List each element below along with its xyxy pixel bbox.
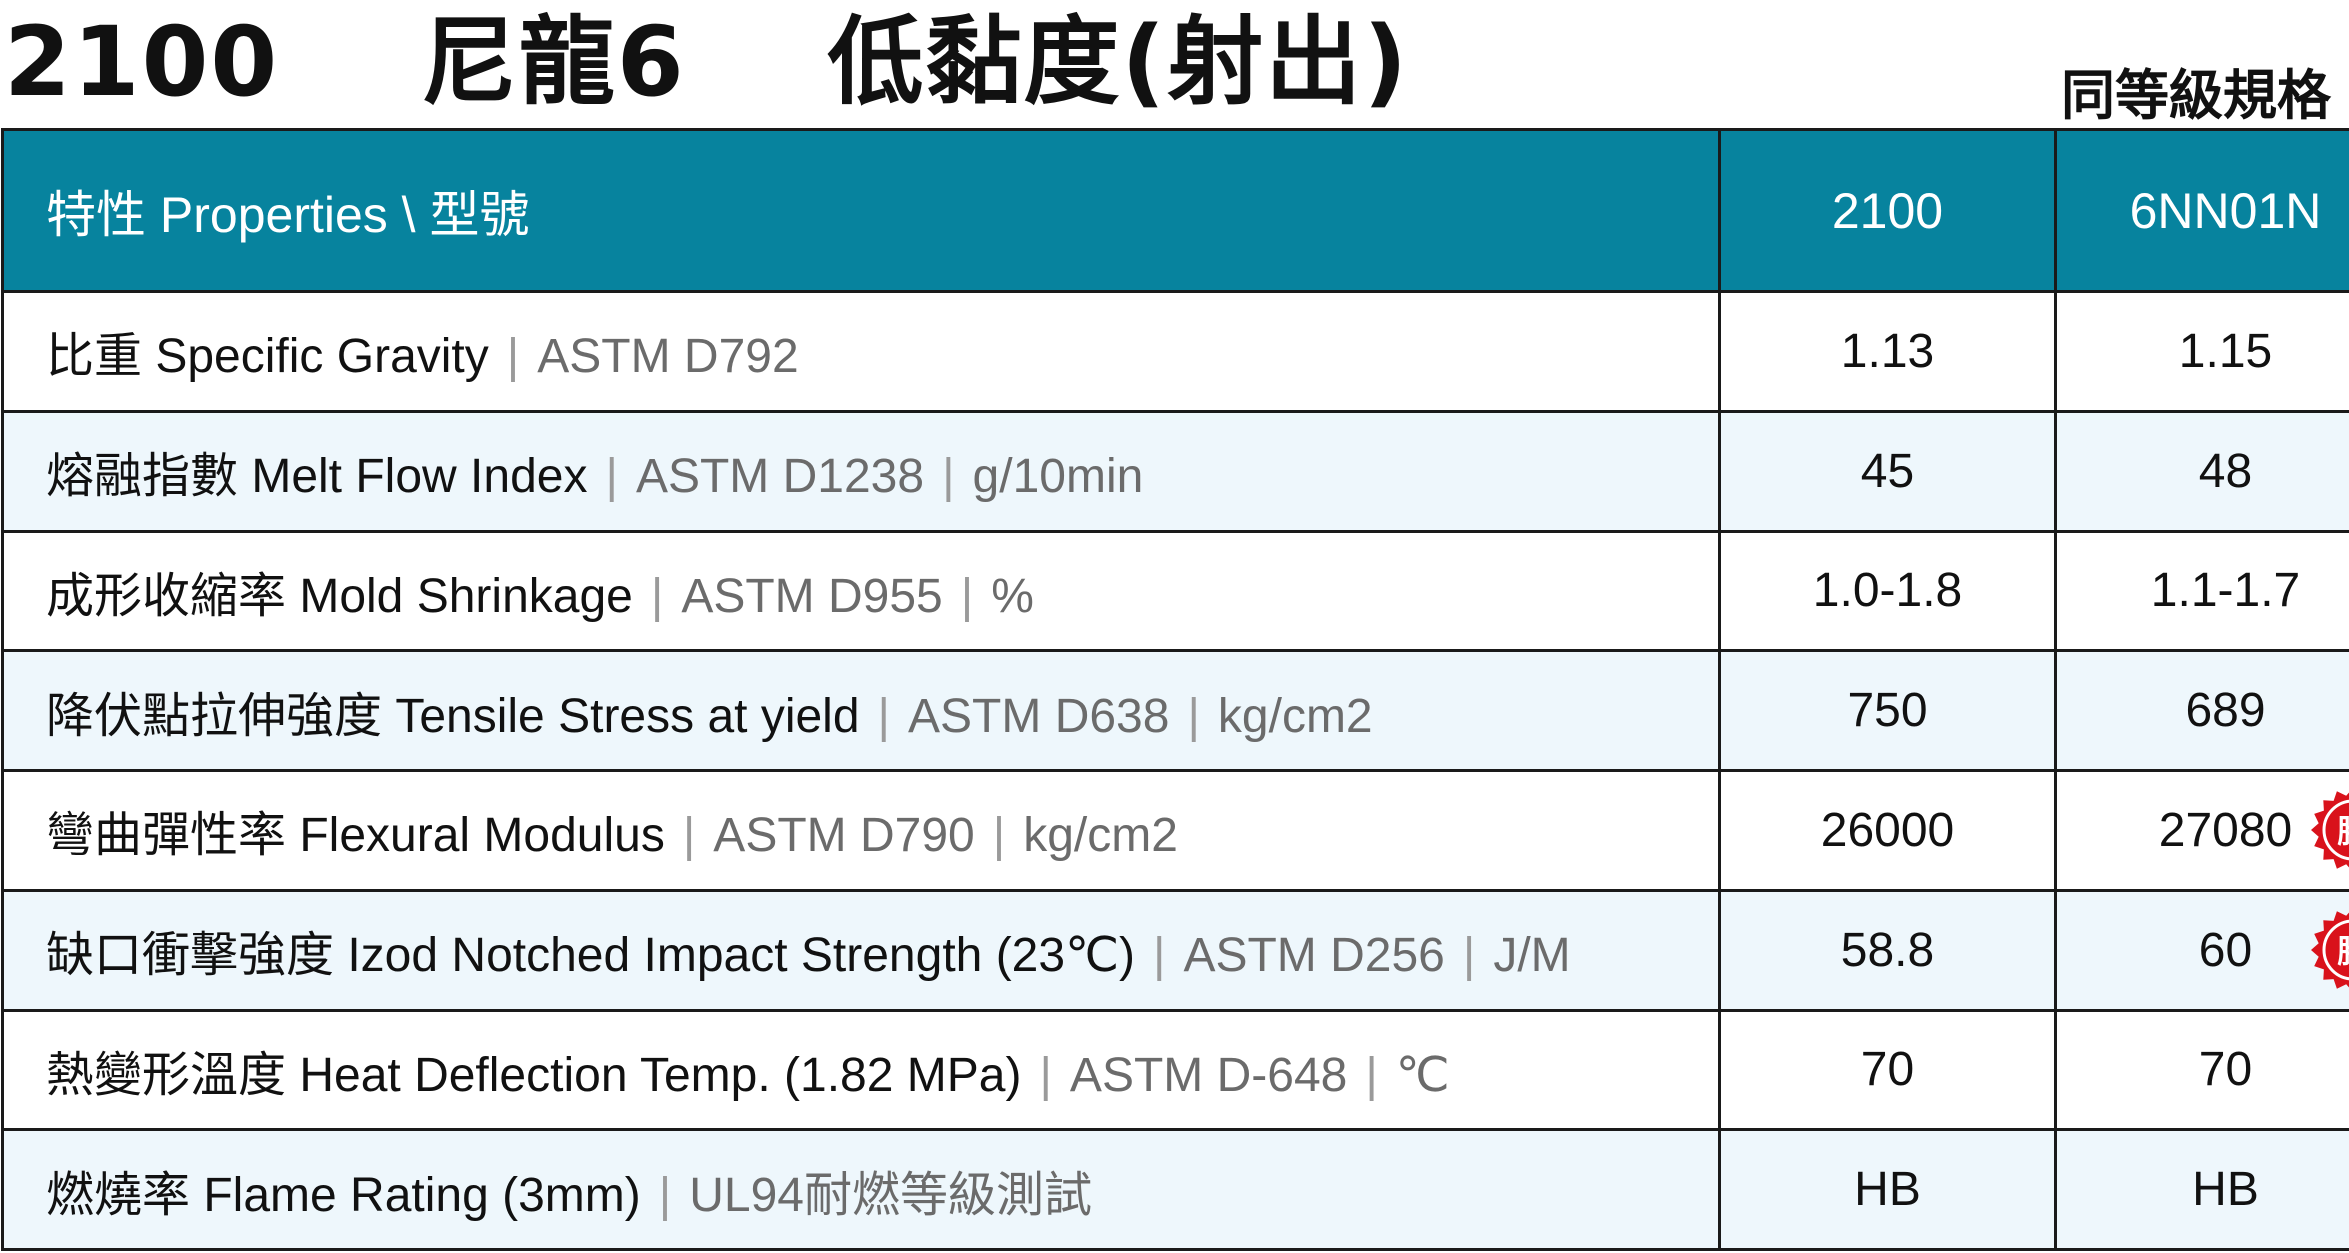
property-cell: 彎曲彈性率 Flexural Modulus | ASTM D790 | kg/cm2 <box>1 769 1721 892</box>
value-model-b: HB <box>2192 1163 2259 1217</box>
value-model-a: HB <box>1718 1128 2057 1251</box>
value-model-a: 58.8 <box>1718 888 2057 1012</box>
test-standard: ASTM D256 <box>1183 929 1445 983</box>
badge-label: 勝 <box>2337 812 2349 850</box>
value-model-b: 70 <box>2198 1043 2253 1097</box>
value-model-a: 26000 <box>1718 769 2057 892</box>
test-standard: UL94耐燃等級測試 <box>689 1168 1092 1222</box>
property-name: 熱變形溫度 Heat Deflection Temp. (1.82 MPa) <box>46 1048 1022 1102</box>
test-standard: ASTM D1238 <box>635 450 925 504</box>
test-standard: ASTM D-648 <box>1069 1048 1348 1102</box>
value-model-b: 60 <box>2198 923 2253 977</box>
value-model-a: 70 <box>1718 1008 2057 1132</box>
separator: | <box>1187 689 1200 743</box>
table-row: 缺口衝擊強度 Izod Notched Impact Strength (23℃… <box>1 888 2349 1012</box>
property-cell: 熔融指數 Melt Flow Index | ASTM D1238 | g/10min <box>1 409 1721 533</box>
value-model-b: 689 <box>2185 684 2266 738</box>
property-cell: 比重 Specific Gravity | ASTM D792 <box>1 290 1721 413</box>
separator: | <box>1365 1048 1378 1102</box>
table-row: 比重 Specific Gravity | ASTM D792 1.13 1.15 <box>1 290 2349 413</box>
property-name: 成形收縮率 Mold Shrinkage <box>46 569 633 623</box>
value-model-b-cell: 27080 勝 <box>2054 769 2349 892</box>
win-badge-icon: 勝 <box>2310 907 2349 993</box>
unit: % <box>991 569 1034 623</box>
value-model-b: 1.15 <box>2178 324 2273 378</box>
value-model-b-cell: HB <box>2054 1128 2349 1251</box>
property-name: 彎曲彈性率 Flexural Modulus <box>46 809 665 863</box>
unit: J/M <box>1493 929 1571 983</box>
spec-table: 特性 Properties \ 型號 2100 6NN01N 比重 Specif… <box>1 128 2349 1251</box>
test-standard: ASTM D955 <box>681 569 943 623</box>
test-standard: ASTM D638 <box>908 689 1170 743</box>
table-row: 降伏點拉伸強度 Tensile Stress at yield | ASTM D63… <box>1 649 2349 772</box>
separator: | <box>877 689 891 743</box>
unit: kg/cm2 <box>1217 689 1373 743</box>
header-model-a: 2100 <box>1718 128 2057 293</box>
unit: ℃ <box>1395 1048 1450 1102</box>
value-model-b-cell: 48 <box>2054 409 2349 533</box>
value-model-b-cell: 70 <box>2054 1008 2349 1132</box>
value-model-b-cell: 1.15 <box>2054 290 2349 413</box>
separator: | <box>1152 929 1166 983</box>
value-model-a: 750 <box>1718 649 2057 772</box>
property-cell: 熱變形溫度 Heat Deflection Temp. (1.82 MPa) | A… <box>1 1008 1721 1132</box>
value-model-b-cell: 1.1-1.7 <box>2054 529 2349 653</box>
separator: | <box>650 569 664 623</box>
property-name: 降伏點拉伸強度 Tensile Stress at yield <box>46 689 860 743</box>
win-badge-icon: 勝 <box>2310 787 2349 873</box>
value-model-b: 27080 <box>2158 803 2293 857</box>
equivalent-grade-label: 同等級規格 <box>2061 64 2331 127</box>
property-name: 比重 Specific Gravity <box>46 330 489 384</box>
value-model-b: 48 <box>2198 444 2253 498</box>
value-model-b-cell: 689 <box>2054 649 2349 772</box>
property-name: 熔融指數 Melt Flow Index <box>46 450 588 504</box>
separator: | <box>605 450 618 504</box>
unit: g/10min <box>972 450 1144 504</box>
table-row: 熔融指數 Melt Flow Index | ASTM D1238 | g/10min 4… <box>1 409 2349 533</box>
unit: kg/cm2 <box>1023 809 1178 863</box>
table-row: 熱變形溫度 Heat Deflection Temp. (1.82 MPa) | A… <box>1 1008 2349 1132</box>
value-model-a: 1.13 <box>1718 290 2057 413</box>
separator: | <box>992 809 1006 863</box>
table-row: 燃燒率 Flame Rating (3mm) | UL94耐燃等級測試 HB HB <box>1 1128 2349 1251</box>
property-cell: 缺口衝擊強度 Izod Notched Impact Strength (23℃… <box>1 888 1721 1012</box>
test-standard: ASTM D790 <box>713 809 975 863</box>
property-name: 缺口衝擊強度 Izod Notched Impact Strength (23℃… <box>46 929 1135 983</box>
value-model-b: 1.1-1.7 <box>2150 564 2301 618</box>
separator: | <box>1039 1048 1052 1102</box>
property-name: 燃燒率 Flame Rating (3mm) <box>46 1168 641 1222</box>
table-row: 彎曲彈性率 Flexural Modulus | ASTM D790 | kg/cm2 2… <box>1 769 2349 892</box>
test-standard: ASTM D792 <box>537 330 799 384</box>
separator: | <box>682 809 696 863</box>
badge-label: 勝 <box>2337 932 2349 970</box>
value-model-b-cell: 60 勝 <box>2054 888 2349 1012</box>
value-model-a: 1.0-1.8 <box>1718 529 2057 653</box>
property-cell: 降伏點拉伸強度 Tensile Stress at yield | ASTM D63… <box>1 649 1721 772</box>
value-model-a: 45 <box>1718 409 2057 533</box>
table-header-row: 特性 Properties \ 型號 2100 6NN01N <box>1 128 2349 293</box>
separator: | <box>506 330 520 384</box>
header-model-b: 6NN01N <box>2054 128 2349 293</box>
property-cell: 成形收縮率 Mold Shrinkage | ASTM D955 |% <box>1 529 1721 653</box>
separator: | <box>1462 929 1476 983</box>
separator: | <box>942 450 955 504</box>
header-property: 特性 Properties \ 型號 <box>1 128 1721 293</box>
table-row: 成形收縮率 Mold Shrinkage | ASTM D955 |% 1.0-1.8 1… <box>1 529 2349 653</box>
separator: | <box>960 569 974 623</box>
separator: | <box>658 1168 672 1222</box>
page-title: 2100 尼龍6 低黏度(射出) <box>4 6 1410 118</box>
property-cell: 燃燒率 Flame Rating (3mm) | UL94耐燃等級測試 <box>1 1128 1721 1251</box>
